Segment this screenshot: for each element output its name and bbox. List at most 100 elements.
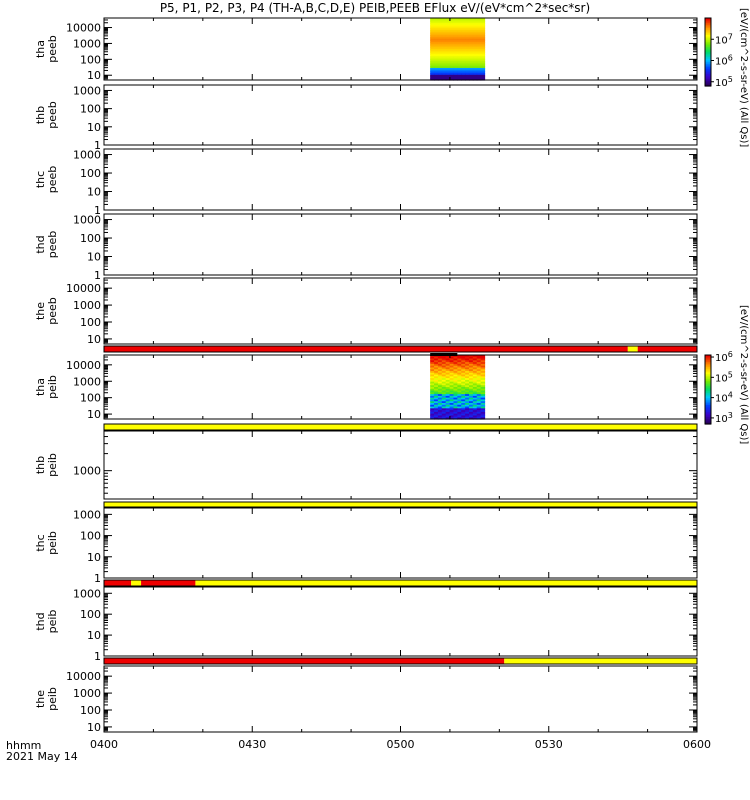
spectrogram-cell <box>445 358 451 361</box>
spectrogram-cell <box>457 356 462 360</box>
spectrogram-cell <box>453 35 458 38</box>
spectrogram-cell <box>449 411 455 415</box>
spectrogram-cell <box>476 362 482 365</box>
colorbar-cell <box>705 380 711 384</box>
spectrogram-cell <box>445 67 451 71</box>
spectrogram-cell <box>434 76 439 79</box>
spectrogram-cell <box>476 395 482 399</box>
spectrogram-cell <box>445 35 451 38</box>
spectrogram-cell <box>437 360 443 363</box>
spectrogram-cell <box>437 411 443 415</box>
spectrogram-cell <box>461 410 466 413</box>
spectrogram-cell <box>476 59 482 62</box>
spectrogram-cell <box>437 415 443 418</box>
colorbar-cell <box>705 399 711 403</box>
spectrogram-cell <box>476 26 482 29</box>
spectrogram-cell <box>449 33 455 36</box>
spectrogram-cell <box>449 406 455 409</box>
spectrogram-cell <box>430 59 435 62</box>
spectrogram-cell <box>453 28 458 31</box>
spectrogram-cell <box>430 61 435 64</box>
spectrogram-cell <box>453 76 458 79</box>
spectrogram-cell <box>457 54 462 57</box>
spectrogram-cell <box>472 40 478 43</box>
spectrogram-cell <box>457 381 462 385</box>
spectrogram-cell <box>434 49 439 52</box>
spectrogram-cell <box>437 28 443 31</box>
spectrogram-cell <box>453 31 458 35</box>
spectrogram-cell <box>445 33 451 36</box>
colorbar-cell <box>705 33 711 36</box>
spectrogram-cell <box>437 74 443 78</box>
spectrogram-cell <box>465 360 470 363</box>
spectrogram-cell <box>434 394 439 397</box>
spectrogram-cell <box>468 360 474 363</box>
spectrogram-cell <box>445 69 451 72</box>
spectrogram-cell <box>441 45 447 48</box>
spectrogram-cell <box>461 397 466 401</box>
spectrogram-cell <box>430 379 435 383</box>
spectrogram-cell <box>449 379 455 383</box>
spectrogram-cell <box>449 49 455 52</box>
spectrogram-cell <box>453 394 458 397</box>
spectrogram-cell <box>457 21 462 24</box>
spectrogram-cell <box>445 355 451 358</box>
spectrogram-cell <box>465 49 470 52</box>
spectrogram-cell <box>465 395 470 399</box>
spectrogram-cell <box>449 71 455 74</box>
spectrogram-cell <box>441 360 447 363</box>
colorbar-cell <box>705 55 711 58</box>
spectrogram-cell <box>449 69 455 72</box>
spectrogram-cell <box>472 397 478 401</box>
spectrogram-cell <box>445 403 451 406</box>
spectrogram-cell <box>449 50 455 54</box>
spectrogram-cell <box>441 19 447 23</box>
spectrogram-cell <box>445 363 451 367</box>
spectrogram-cell <box>445 365 451 369</box>
spectrogram-cell <box>468 369 474 372</box>
spectrogram-cell <box>472 385 478 388</box>
spectrogram-cell <box>476 367 482 370</box>
y-tick-label: 1000 <box>73 375 101 388</box>
colorbar-cell <box>705 410 711 413</box>
spectrogram-cell <box>461 417 466 420</box>
spectrogram-cell <box>430 390 435 393</box>
spectrogram-cell <box>468 372 474 376</box>
spectrogram-cell <box>437 64 443 67</box>
spectrogram-cell <box>468 52 474 55</box>
spectrogram-cell <box>434 392 439 395</box>
spectrogram-cell <box>445 54 451 57</box>
spectrogram-cell <box>457 76 462 79</box>
spectrogram-cell <box>468 399 474 402</box>
spectrogram-cell <box>449 385 455 388</box>
spectrogram-cell <box>476 372 482 376</box>
spectrogram-cell <box>480 417 486 420</box>
y-tick-label: 10000 <box>66 22 101 35</box>
spectrogram-cell <box>430 406 435 409</box>
spectrogram-cell <box>468 403 474 406</box>
spectrogram-cell <box>461 31 466 35</box>
spectrogram-cell <box>465 30 470 33</box>
spectrogram-cell <box>453 50 458 54</box>
spectrogram-cell <box>437 36 443 40</box>
spectrogram-cell <box>480 392 486 395</box>
spectrogram-cell <box>468 371 474 374</box>
spectrogram-cell <box>434 42 439 45</box>
spectrogram-cell <box>461 55 466 59</box>
spectrogram-cell <box>468 24 474 28</box>
spectrogram-cell <box>472 399 478 402</box>
spectrogram-cell <box>437 406 443 409</box>
colorbar-cell <box>705 23 711 26</box>
spectrogram-cell <box>457 61 462 64</box>
colorbar-cell <box>705 38 711 41</box>
spectrogram-cell <box>465 55 470 59</box>
y-tick-label: 100 <box>80 316 101 329</box>
spectrogram-cell <box>457 30 462 33</box>
spectrogram-cell <box>430 363 435 367</box>
colorbar-cell <box>705 40 711 43</box>
colorbar-label: [eV/(cm^2-s-sr-eV) (All Qs)] <box>738 305 749 444</box>
spectrogram-cell <box>434 31 439 35</box>
spectrogram-cell <box>468 387 474 390</box>
spectrogram-cell <box>441 40 447 43</box>
spectrogram-cell <box>430 383 435 386</box>
